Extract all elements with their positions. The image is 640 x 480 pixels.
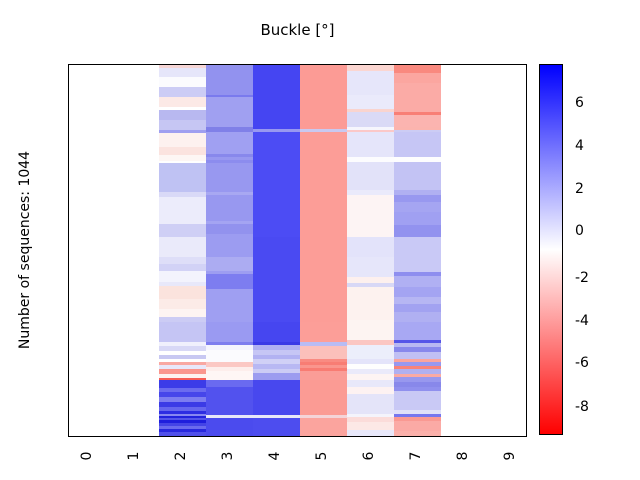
heatmap-column-6 [346, 65, 394, 436]
colorbar-tick-label-2: 2 [575, 180, 584, 197]
x-tick-label-4: 4 [267, 451, 283, 461]
heatmap-column-2 [158, 65, 206, 436]
x-tick-label-7: 7 [408, 451, 424, 461]
x-tick-label-9: 9 [502, 451, 518, 461]
x-tick-label-6: 6 [361, 451, 377, 461]
x-tick-label-5: 5 [314, 451, 330, 461]
y-axis-label: Number of sequences: 1044 [17, 150, 33, 350]
heatmap-column-3 [205, 65, 253, 436]
x-tick-label-3: 3 [220, 451, 236, 461]
colorbar-tick-label--2: -2 [575, 270, 589, 287]
colorbar [539, 64, 563, 435]
colorbar-tick-label-0: 0 [575, 222, 584, 239]
colorbar-tick-label--6: -6 [575, 355, 589, 372]
colorbar-tick-label--4: -4 [575, 313, 589, 330]
x-tick-label-1: 1 [126, 451, 142, 461]
colorbar-tick-label-4: 4 [575, 137, 584, 154]
x-tick-label-0: 0 [79, 451, 95, 461]
colorbar-tick-label-6: 6 [575, 95, 584, 112]
colorbar-tick-label--8: -8 [575, 398, 589, 415]
x-tick-label-8: 8 [455, 451, 471, 461]
heatmap-plot-area [68, 64, 527, 437]
chart-title: Buckle [°] [260, 21, 335, 39]
x-tick-label-2: 2 [173, 451, 189, 461]
heatmap-column-4 [252, 65, 300, 436]
heatmap-column-5 [299, 65, 347, 436]
heatmap-column-7 [393, 65, 441, 436]
